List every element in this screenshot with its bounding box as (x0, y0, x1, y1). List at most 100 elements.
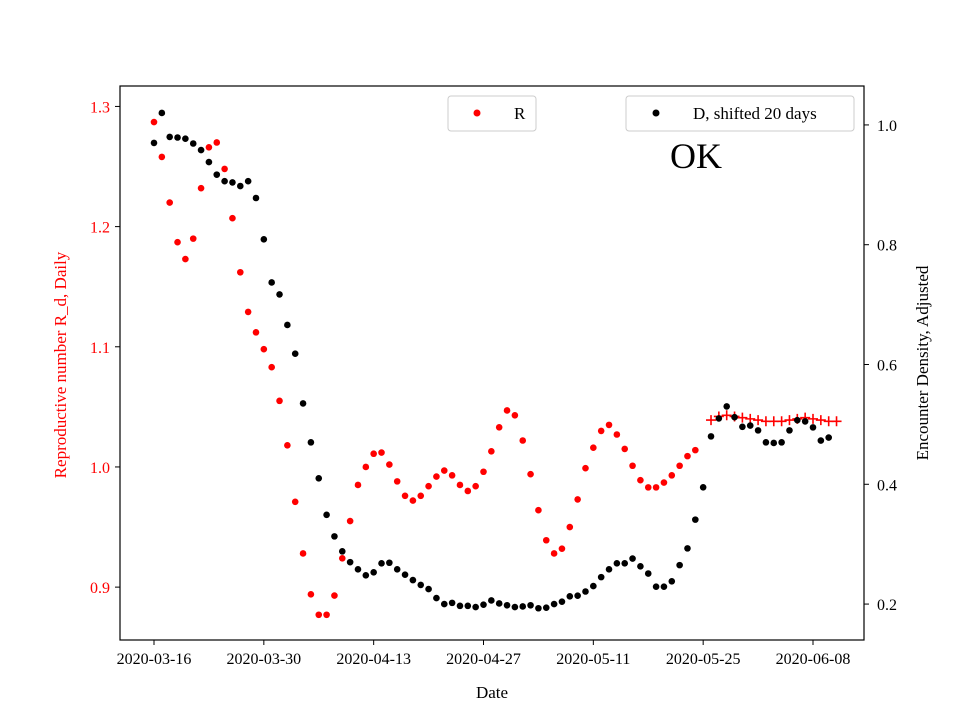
data-point (386, 559, 393, 567)
data-point (268, 363, 275, 371)
data-point (323, 611, 330, 619)
data-point (354, 481, 362, 489)
data-point (582, 588, 589, 595)
y-right-tick-label: 0.6 (877, 357, 897, 374)
data-point (252, 329, 260, 336)
y-axis-right-label: Encounter Density, Adjusted (913, 265, 932, 460)
y-right-tick-label: 0.8 (877, 238, 897, 255)
data-point (652, 583, 660, 590)
data-point (488, 597, 495, 604)
data-point (331, 592, 338, 599)
data-point (448, 599, 456, 607)
data-point (621, 445, 629, 453)
data-point (362, 572, 370, 579)
plot-frame (119, 85, 865, 641)
data-point (558, 545, 566, 552)
data-point-plus (737, 412, 748, 423)
data-point (338, 548, 346, 555)
data-point (456, 602, 464, 610)
data-point (613, 431, 621, 438)
data-point (809, 424, 817, 431)
data-point (613, 560, 621, 567)
data-point (299, 400, 307, 407)
data-point-plus (815, 415, 826, 426)
data-point (307, 439, 315, 446)
data-point (535, 506, 542, 514)
y-right-tick-label: 0.4 (877, 477, 897, 494)
data-point (684, 545, 691, 552)
data-point (331, 533, 338, 540)
data-point (166, 199, 173, 206)
x-tick-label: 2020-05-25 (666, 651, 741, 668)
legend-r-label: R (514, 104, 526, 123)
data-point (644, 484, 652, 491)
data-point-plus (784, 415, 795, 426)
ok-annotation: OK (670, 136, 722, 176)
data-point (668, 578, 676, 585)
data-point (346, 517, 354, 525)
x-tick-label: 2020-06-08 (776, 651, 851, 668)
data-point (401, 492, 409, 500)
data-point (433, 594, 440, 602)
data-point (378, 560, 385, 567)
data-point (284, 442, 291, 449)
data-point (174, 238, 181, 246)
data-point (684, 452, 691, 460)
data-point (597, 427, 605, 435)
data-point (417, 492, 425, 500)
chart-axes: 2020-03-16 2020-03-30 2020-04-13 2020-04-27… (90, 99, 897, 668)
data-point (519, 603, 527, 610)
data-point (825, 434, 832, 441)
data-point (558, 598, 566, 605)
data-point (417, 581, 425, 589)
data-point (425, 482, 432, 490)
data-point (425, 585, 432, 593)
data-point (284, 321, 291, 329)
data-point (150, 139, 158, 147)
data-point (448, 472, 456, 479)
data-point (574, 592, 581, 599)
data-point (213, 171, 221, 178)
data-point (754, 427, 762, 434)
data-point (393, 566, 401, 573)
data-point (338, 554, 346, 562)
data-point (566, 592, 574, 600)
data-point (605, 566, 613, 573)
data-point (229, 179, 236, 186)
series-0 (150, 118, 699, 619)
data-point (550, 550, 558, 557)
data-point (197, 146, 205, 154)
data-point (409, 497, 417, 504)
data-point (746, 422, 754, 429)
data-point (472, 482, 479, 490)
data-point (244, 308, 252, 316)
data-point (574, 496, 581, 503)
data-point (174, 134, 181, 141)
data-point (739, 423, 746, 431)
data-point (590, 444, 597, 452)
data-point (236, 182, 244, 190)
data-point (495, 600, 503, 607)
legend-d-marker (652, 109, 660, 117)
data-point (362, 463, 370, 471)
y-left-tick-label: 1.0 (90, 460, 110, 477)
data-point (590, 582, 597, 590)
data-point (480, 468, 487, 476)
chart-marks (150, 109, 842, 619)
legend-d: D, shifted 20 days (625, 95, 855, 132)
data-point (276, 397, 283, 405)
data-point (409, 576, 417, 584)
data-point (707, 433, 715, 440)
data-point (637, 476, 644, 484)
data-point (676, 462, 683, 470)
data-point (236, 268, 244, 276)
data-point (495, 423, 503, 431)
data-point (276, 291, 283, 298)
data-point (778, 439, 785, 446)
y-right-tick-label: 0.2 (877, 597, 897, 614)
data-point (221, 165, 228, 173)
data-point (205, 143, 213, 151)
data-point (252, 194, 260, 202)
data-point (299, 550, 307, 557)
